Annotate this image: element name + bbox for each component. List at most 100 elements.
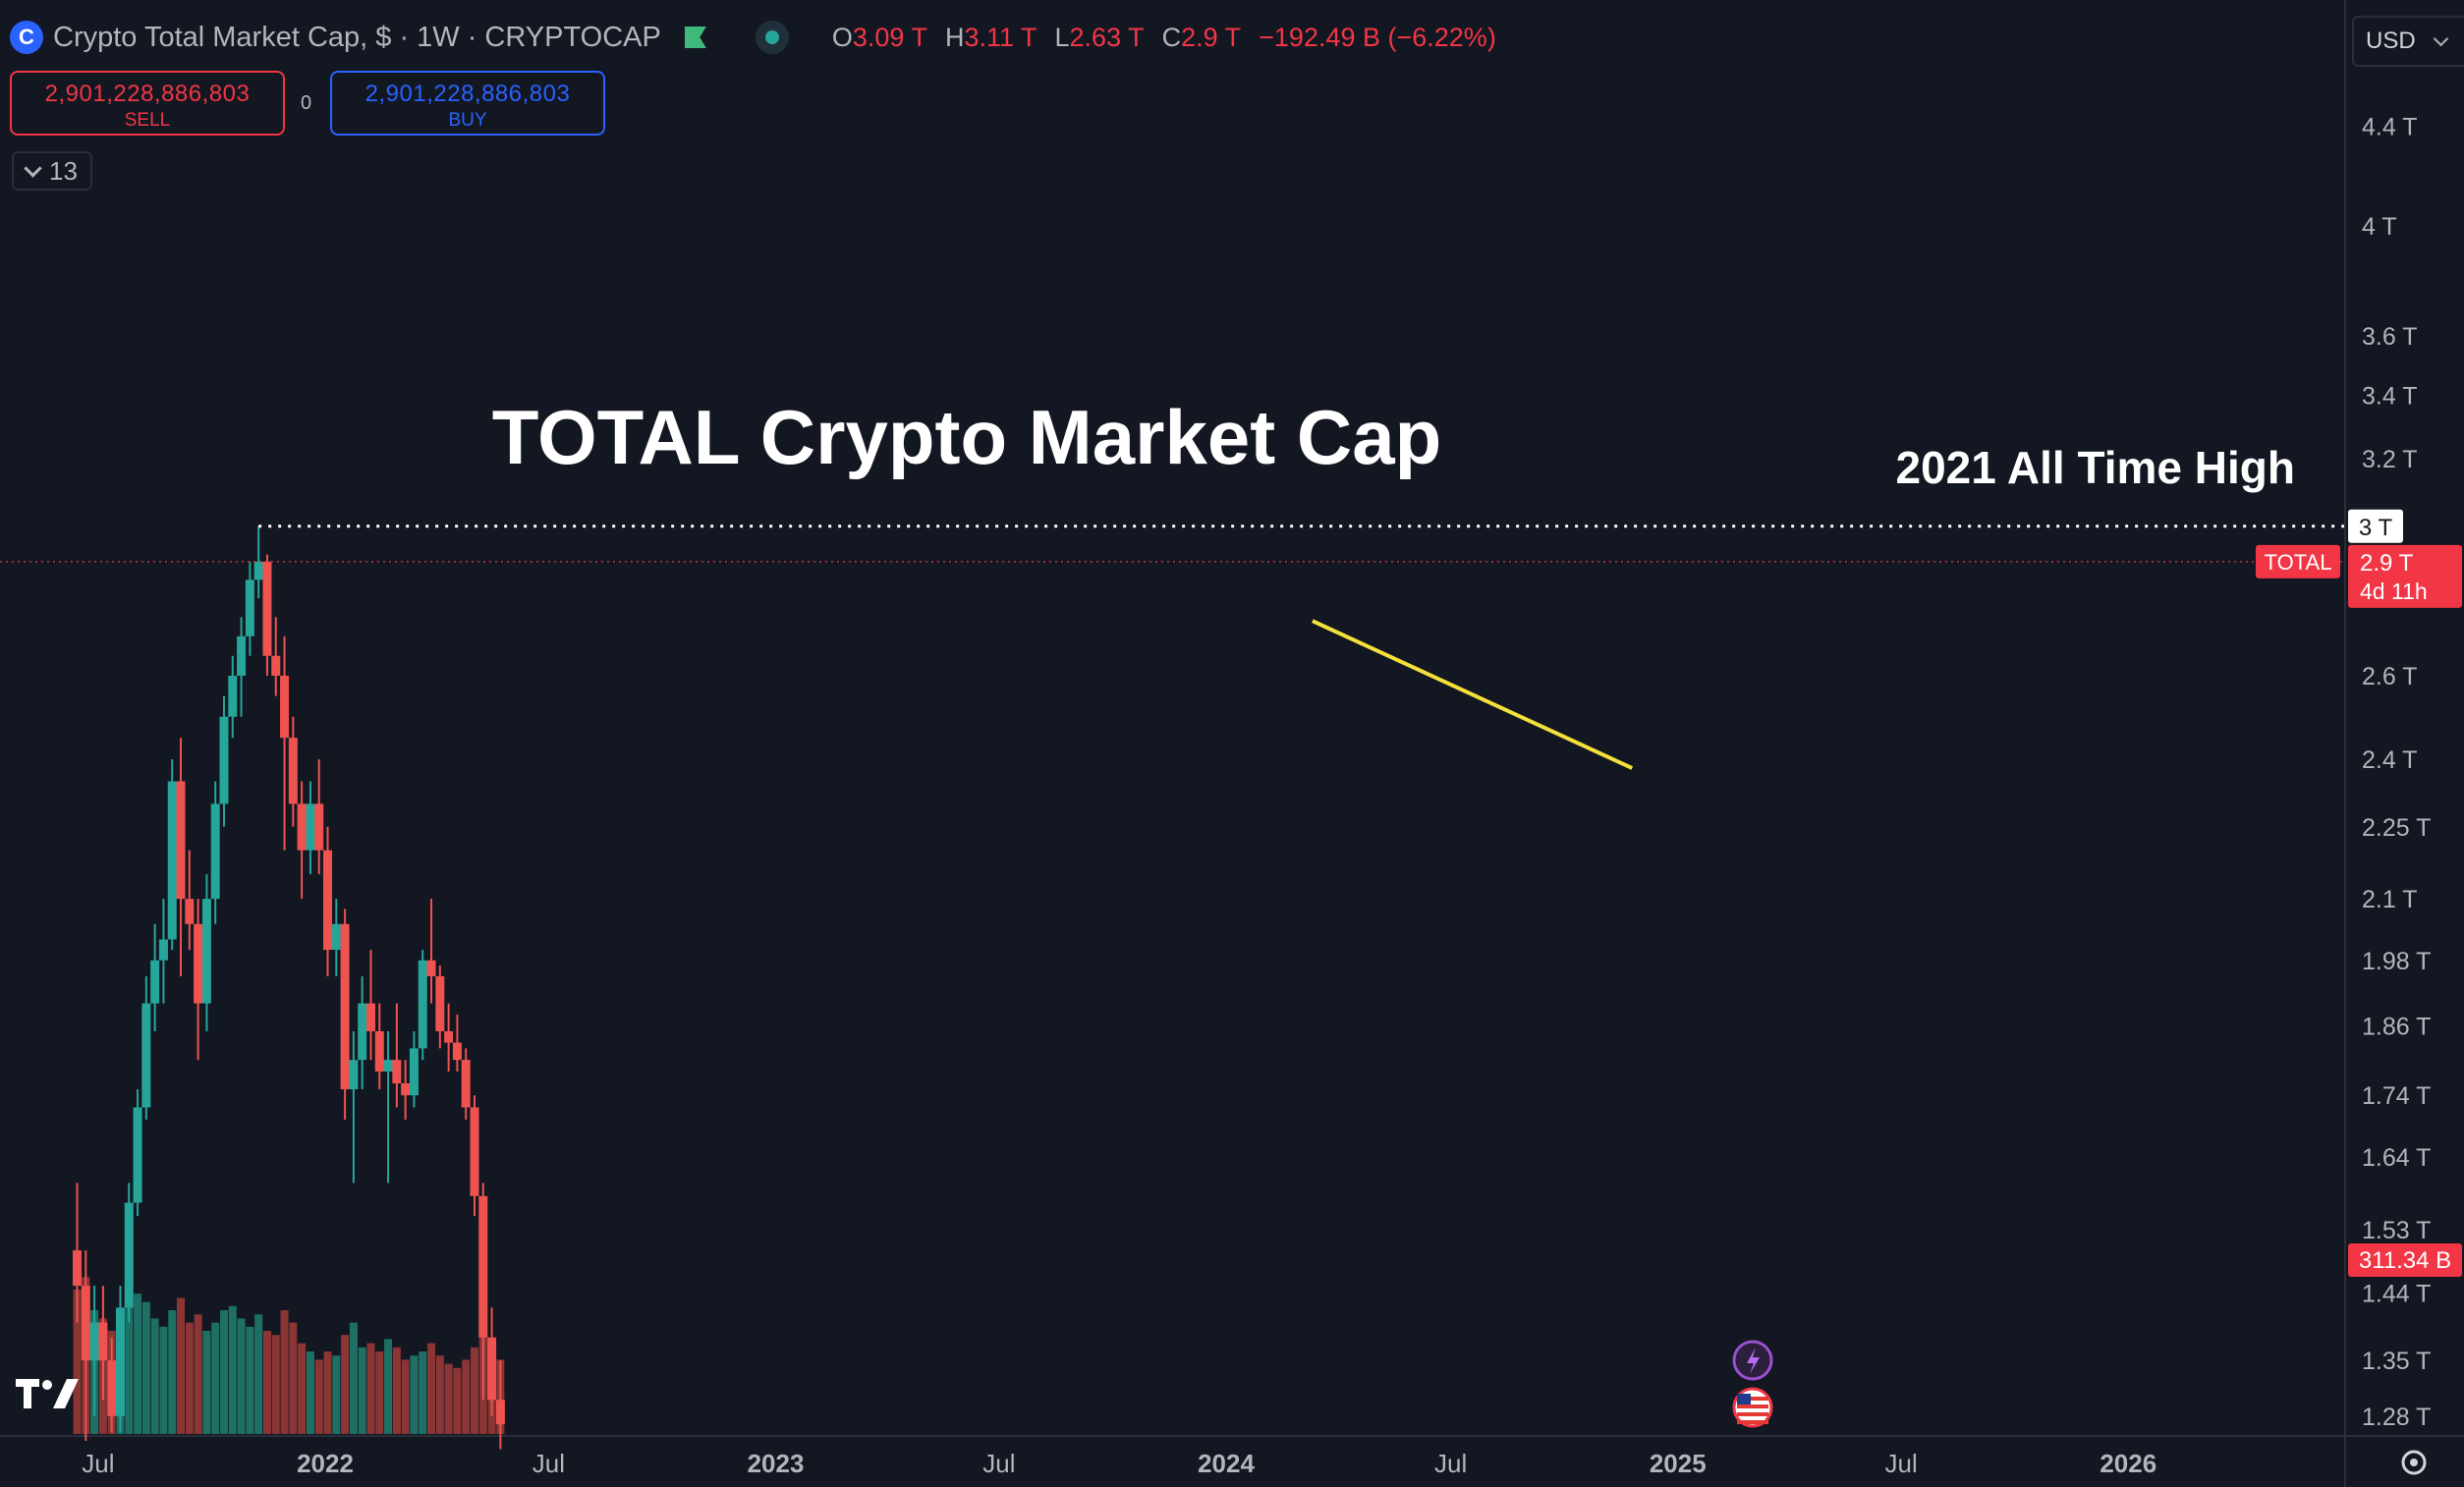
candle-body [81, 1286, 90, 1361]
sell-price: 2,901,228,886,803 [44, 81, 251, 107]
market-status-icon[interactable] [755, 21, 789, 54]
sell-button[interactable]: 2,901,228,886,803 SELL [10, 71, 285, 136]
ohlc-value: −192.49 B (−6.22%) [1259, 22, 1496, 52]
ohlc-value: 3.11 T [964, 22, 1037, 52]
ohlc-values: O3.09 T H3.11 T L2.63 T C2.9 T −192.49 B (−6… [832, 23, 1496, 53]
series-name-badge [2256, 544, 2340, 578]
volume-bar [168, 1310, 177, 1434]
countdown-label: 4d 11h [2360, 578, 2428, 604]
buy-label: BUY [448, 110, 487, 131]
candle-body [358, 1003, 367, 1061]
time-axis-label: 2022 [297, 1449, 354, 1478]
candle-body [365, 1003, 375, 1031]
spread-value: 0 [301, 92, 312, 114]
flag-stripe [1737, 1404, 1768, 1408]
flag-stripe [1737, 1420, 1768, 1424]
volume-bar [314, 1359, 323, 1434]
volume-bar [375, 1351, 384, 1434]
coin-logo-icon: C [10, 21, 43, 54]
volume-bar [427, 1343, 436, 1434]
candle-body [185, 899, 195, 924]
price-axis-label: 3.2 T [2362, 446, 2418, 473]
candle-body [98, 1322, 108, 1361]
price-axis-label: 1.53 T [2362, 1217, 2431, 1244]
time-axis-label: 2026 [2100, 1449, 2156, 1478]
candle-body [306, 803, 315, 851]
volume-bar [435, 1355, 444, 1434]
indicators-toggle-button[interactable]: 13 [12, 151, 92, 191]
ohlc-key: H [944, 22, 965, 52]
candle-body [219, 716, 229, 804]
volume-bars [73, 1277, 505, 1434]
volume-bar [298, 1343, 307, 1434]
flag-icon[interactable] [684, 27, 706, 48]
price-axis-label: 1.86 T [2362, 1013, 2431, 1040]
last-price-badge [2348, 544, 2462, 608]
currency-select[interactable]: USD [2352, 16, 2464, 67]
volume-bar [401, 1359, 410, 1434]
gear-hub [2410, 1459, 2418, 1466]
time-axis[interactable]: Jul 2022 Jul 2023 Jul 2024 Jul 2025 Jul 2026 [82, 1449, 2156, 1478]
price-axis[interactable]: 4.4 T 4 T 3.6 T 3.4 T 3.2 T 2.6 T 2.4 T 2.25 T 2… [2362, 113, 2431, 1430]
ohlc-key: L [1054, 22, 1070, 52]
candle-body [470, 1107, 479, 1196]
candle-body [314, 803, 324, 851]
volume-bar [134, 1294, 142, 1434]
time-axis-label: Jul [1884, 1449, 1917, 1478]
volume-bar [384, 1339, 393, 1434]
volume-bar [125, 1285, 134, 1434]
candle-body [141, 1003, 151, 1108]
volume-bar [349, 1322, 358, 1434]
volume-bar [341, 1335, 350, 1434]
candle-body [444, 1030, 454, 1043]
gear-ring [2401, 1450, 2427, 1475]
candle-body [228, 676, 238, 717]
volume-bar [194, 1314, 202, 1434]
time-axis-label: 2024 [1198, 1449, 1255, 1478]
volume-bar [332, 1355, 341, 1434]
ohlc-item: O3.09 T [832, 23, 927, 53]
volume-bar [211, 1322, 220, 1434]
candle-body [124, 1202, 134, 1308]
candle-body [392, 1060, 402, 1084]
candle-body [280, 676, 290, 739]
volume-bar [323, 1351, 332, 1434]
tradingview-logo-icon[interactable] [14, 1373, 83, 1412]
candle-body [461, 1060, 471, 1108]
ath-label: 2021 All Time High [1896, 442, 2295, 493]
volume-bar [280, 1310, 289, 1434]
volume-bar [141, 1301, 150, 1434]
candle-body [115, 1307, 125, 1416]
price-axis-label: 2.25 T [2362, 814, 2431, 842]
candle-body [349, 1060, 359, 1090]
candle-body [150, 960, 160, 1004]
ohlc-item: H3.11 T [945, 23, 1037, 53]
series-name-label: TOTAL [2265, 550, 2332, 575]
candle-body [288, 738, 298, 804]
price-axis-label: 4.4 T [2362, 113, 2418, 140]
volume-bar [419, 1351, 427, 1434]
volume-bar [185, 1322, 194, 1434]
volume-bar [73, 1290, 82, 1434]
lightning-icon-bolt [1747, 1348, 1760, 1374]
candle-body [340, 923, 350, 1090]
candle-body [253, 561, 263, 580]
flag-canton [1737, 1394, 1751, 1404]
candle-body [452, 1042, 462, 1061]
volume-bar [366, 1343, 375, 1434]
candle-body [409, 1048, 419, 1096]
sell-label: SELL [124, 110, 171, 131]
volume-bar [444, 1363, 453, 1434]
lightning-event-icon [1732, 1340, 1773, 1381]
candle-body [487, 1337, 497, 1401]
candle-body [133, 1107, 142, 1203]
price-axis-label: 3.4 T [2362, 383, 2418, 411]
candle-body [237, 635, 247, 676]
candle-body [495, 1400, 505, 1425]
time-axis-label: 2023 [748, 1449, 805, 1478]
candle-body [210, 803, 220, 900]
buy-button[interactable]: 2,901,228,886,803 BUY [330, 71, 605, 136]
candle-body [107, 1360, 117, 1416]
symbol-title[interactable]: Crypto Total Market Cap, $ · 1W · CRYPTO… [53, 21, 661, 53]
